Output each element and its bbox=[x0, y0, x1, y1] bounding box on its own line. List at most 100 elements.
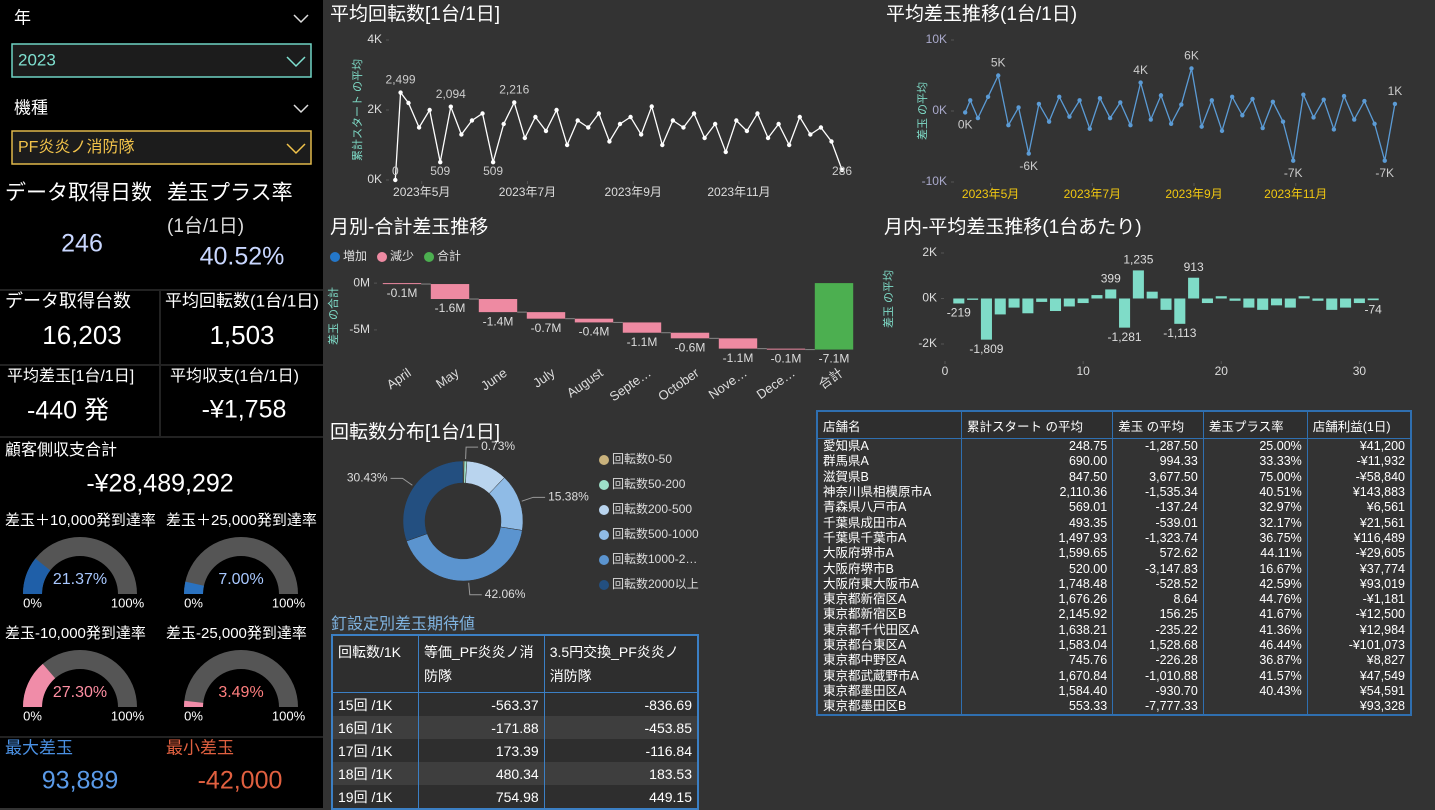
point bbox=[1321, 97, 1326, 102]
chart-title: 月別-合計差玉推移 bbox=[330, 216, 488, 238]
point bbox=[596, 111, 602, 116]
gauge-label: 3.49% bbox=[218, 684, 263, 701]
data-label: 509 bbox=[430, 164, 450, 178]
dropdown-value[interactable]: 2023 bbox=[18, 50, 56, 69]
table-cell: 2,110.36 bbox=[961, 484, 1114, 501]
point bbox=[1240, 113, 1245, 118]
table-row: 群馬県A 690.00 994.33 33.33% -¥11,932 bbox=[817, 454, 1412, 470]
point bbox=[543, 128, 549, 134]
table-row: 大阪府堺市A 1,599.65 572.62 44.11% -¥29,605 bbox=[817, 546, 1412, 562]
table-cell: 大阪府堺市B bbox=[817, 561, 962, 577]
dropdown-value[interactable]: PF炎炎ノ消防隊 bbox=[18, 138, 134, 156]
legend-swatch bbox=[599, 480, 609, 490]
chevron[interactable] bbox=[286, 56, 306, 68]
table-cell: ¥6,561 bbox=[1307, 500, 1412, 516]
table-cell: -226.28 bbox=[1112, 653, 1204, 669]
legend-swatch bbox=[599, 505, 609, 515]
table-cell: 42.59% bbox=[1203, 576, 1308, 592]
table-cell: -836.69 bbox=[544, 692, 699, 716]
point bbox=[808, 132, 813, 137]
bar bbox=[1091, 295, 1103, 299]
kpi-value: 1,503 bbox=[209, 320, 274, 350]
chart-title: 平均回転数[1台/1日] bbox=[330, 3, 500, 25]
table-row: 青森県八戸市A 569.01 -137.24 32.97% ¥6,561 bbox=[817, 500, 1412, 516]
gauge-value bbox=[183, 581, 204, 594]
gauge-tick-label: 100% bbox=[111, 708, 145, 723]
gauge-track bbox=[184, 650, 298, 707]
chart-title: 月内-平均差玉推移(1台あたり) bbox=[884, 216, 1142, 238]
table-row: 東京都墨田区B 553.33 -7,777.33 ¥93,328 bbox=[817, 699, 1412, 716]
table-cell: -453.85 bbox=[544, 716, 699, 739]
table-cell: 248.75 bbox=[961, 438, 1114, 455]
dropdown-box[interactable] bbox=[11, 43, 312, 78]
point bbox=[744, 128, 750, 134]
kpi-label: 差玉プラス率 bbox=[167, 182, 293, 205]
kpi-value: -42,000 bbox=[198, 767, 283, 795]
bar bbox=[1119, 298, 1131, 328]
point bbox=[1118, 100, 1123, 105]
bar bbox=[1201, 298, 1213, 304]
chevron[interactable] bbox=[286, 143, 306, 155]
point bbox=[776, 121, 781, 127]
table-cell: -1,010.88 bbox=[1112, 668, 1204, 684]
data-label: 2,216 bbox=[499, 83, 529, 97]
table-cell: 44.76% bbox=[1203, 591, 1308, 608]
point bbox=[1392, 101, 1398, 107]
bar bbox=[980, 298, 992, 340]
kpi-label: 最小差玉 bbox=[166, 738, 234, 757]
bar bbox=[1340, 298, 1352, 308]
point bbox=[490, 159, 496, 165]
legend-label: 回転数500-1000 bbox=[612, 526, 699, 541]
table-cell: ¥93,328 bbox=[1307, 699, 1412, 716]
table-cell: 183.53 bbox=[544, 762, 699, 785]
table-cell: -563.37 bbox=[418, 692, 545, 716]
table-cell: 75.00% bbox=[1203, 469, 1308, 485]
point bbox=[681, 125, 686, 130]
table-row: 17回 /1K 173.39 -116.84 bbox=[332, 739, 699, 762]
bar bbox=[1022, 298, 1034, 314]
x-tick-label: 2023年7月 bbox=[1064, 187, 1121, 201]
gauge-label: 27.30% bbox=[53, 684, 107, 701]
x-tick-label: 0 bbox=[942, 364, 949, 378]
table-cell: -171.88 bbox=[418, 716, 545, 739]
year-dropdown[interactable]: 2023 bbox=[11, 43, 312, 78]
legend-swatch bbox=[377, 252, 388, 262]
table-cell: 449.15 bbox=[544, 785, 699, 809]
data-label: 0 bbox=[392, 164, 399, 178]
data-label: -1,809 bbox=[969, 342, 1003, 356]
table-cell: 32.97% bbox=[1203, 500, 1308, 516]
point bbox=[702, 135, 707, 141]
line bbox=[964, 68, 1396, 161]
data-label: -1.1M bbox=[627, 335, 658, 349]
point bbox=[575, 118, 580, 123]
table-cell: 44.11% bbox=[1203, 546, 1308, 562]
point bbox=[1067, 114, 1072, 119]
point bbox=[1341, 93, 1347, 99]
data-label: 30.43% bbox=[347, 470, 388, 484]
point bbox=[1352, 117, 1357, 122]
table-row: 16回 /1K -171.88 -453.85 bbox=[332, 716, 699, 739]
point bbox=[1362, 98, 1367, 104]
dropdown-box[interactable] bbox=[11, 130, 312, 165]
point bbox=[617, 121, 623, 127]
point bbox=[512, 100, 517, 105]
point bbox=[522, 135, 528, 141]
table-cell: 480.34 bbox=[418, 762, 545, 785]
table-row: 神奈川県相模原市A 2,110.36 -1,535.34 40.51% ¥143,883 bbox=[817, 484, 1412, 501]
data-label: -0.7M bbox=[531, 321, 562, 335]
point bbox=[1036, 101, 1042, 107]
model-dropdown[interactable]: PF炎炎ノ消防隊 bbox=[11, 130, 312, 165]
table-row: 東京都中野区A 745.76 -226.28 36.87% ¥8,827 bbox=[817, 653, 1412, 669]
x-tick-label: 2023年9月 bbox=[1165, 187, 1222, 201]
point bbox=[501, 121, 506, 127]
table-cell: 16.67% bbox=[1203, 561, 1308, 577]
column-header: 回転数/1K bbox=[332, 635, 419, 693]
table-cell: 東京都新宿区B bbox=[817, 607, 962, 623]
point bbox=[398, 90, 403, 95]
data-label: -0.1M bbox=[387, 286, 418, 300]
table-cell: -¥11,932 bbox=[1307, 454, 1412, 470]
table-row: 東京都墨田区A 1,584.40 -930.70 40.43% ¥54,591 bbox=[817, 683, 1412, 700]
gauge-track bbox=[23, 537, 137, 594]
table-cell: 東京都中野区A bbox=[817, 653, 962, 669]
point bbox=[818, 125, 824, 130]
